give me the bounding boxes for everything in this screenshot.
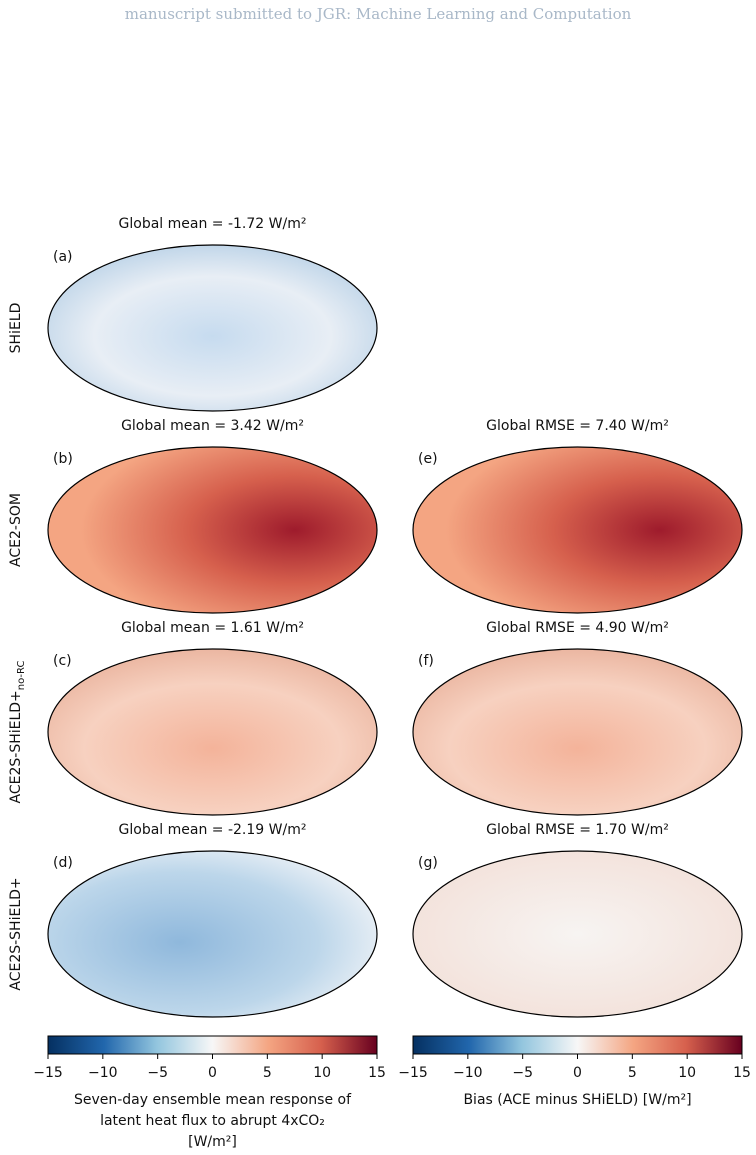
colorbar: [47, 1035, 378, 1055]
row-label: ACE2S-SHiELD+no-RC: [8, 661, 27, 804]
panel-title: Global mean = 3.42 W/m²: [121, 418, 304, 434]
panel-tag: (c): [53, 653, 72, 669]
map-globe: [47, 446, 378, 614]
panel-title: Global RMSE = 4.90 W/m²: [486, 620, 669, 636]
panel-tag: (f): [418, 653, 434, 669]
colorbar-caption: [W/m²]: [188, 1134, 237, 1150]
row-label: SHiELD: [8, 303, 24, 354]
map-panel: [412, 850, 743, 1018]
colorbar-tick-label: 15: [733, 1065, 751, 1081]
row-label: ACE2-SOM: [8, 493, 24, 567]
panel-tag: (b): [53, 451, 73, 467]
map-globe: [412, 446, 743, 614]
map-globe: [47, 244, 378, 412]
map-panel: [412, 446, 743, 614]
map-panel: [47, 244, 378, 412]
panel-title: Global mean = -1.72 W/m²: [119, 216, 307, 232]
colorbar-tick-label: −10: [88, 1065, 118, 1081]
panel-tag: (g): [418, 855, 438, 871]
colorbar-tick-label: 10: [678, 1065, 696, 1081]
manuscript-header: manuscript submitted to JGR: Machine Lea…: [125, 5, 632, 23]
map-globe: [47, 850, 378, 1018]
map-panel: [412, 648, 743, 816]
panel-title: Global mean = 1.61 W/m²: [121, 620, 304, 636]
panel-tag: (e): [418, 451, 438, 467]
map-panel: [47, 850, 378, 1018]
panel-tag: (d): [53, 855, 73, 871]
map-panel: [47, 648, 378, 816]
row-label-main: ACE2S-SHiELD+: [8, 690, 24, 803]
panel-title: Global RMSE = 1.70 W/m²: [486, 822, 669, 838]
row-label-main: SHiELD: [8, 303, 24, 354]
colorbar-tick-label: −10: [453, 1065, 483, 1081]
colorbar-tick-label: −5: [147, 1065, 168, 1081]
panel-title: Global mean = -2.19 W/m²: [119, 822, 307, 838]
map-globe: [47, 648, 378, 816]
map-panel: [47, 446, 378, 614]
colorbar-tick-label: 0: [208, 1065, 217, 1081]
row-label-main: ACE2-SOM: [8, 493, 24, 567]
row-label: ACE2S-SHiELD+: [8, 877, 24, 990]
colorbar-tick-label: 5: [628, 1065, 637, 1081]
colorbar-tick-label: −15: [398, 1065, 428, 1081]
colorbar-tick-label: 15: [368, 1065, 386, 1081]
panel-title: Global RMSE = 7.40 W/m²: [486, 418, 669, 434]
colorbar: [412, 1035, 743, 1055]
map-globe: [412, 850, 743, 1018]
colorbar-tick-label: −15: [33, 1065, 63, 1081]
colorbar-caption: Seven-day ensemble mean response of: [74, 1092, 352, 1108]
colorbar-tick-label: 0: [573, 1065, 582, 1081]
colorbar-tick-label: −5: [512, 1065, 533, 1081]
panel-tag: (a): [53, 249, 73, 265]
row-label-main: ACE2S-SHiELD+: [8, 877, 24, 990]
colorbar-tick-label: 10: [313, 1065, 331, 1081]
map-globe: [412, 648, 743, 816]
colorbar-tick-label: 5: [263, 1065, 272, 1081]
colorbar-caption: Bias (ACE minus SHiELD) [W/m²]: [463, 1092, 691, 1108]
colorbar-caption: latent heat flux to abrupt 4xCO₂: [100, 1113, 325, 1129]
row-label-sub: no-RC: [16, 661, 27, 691]
